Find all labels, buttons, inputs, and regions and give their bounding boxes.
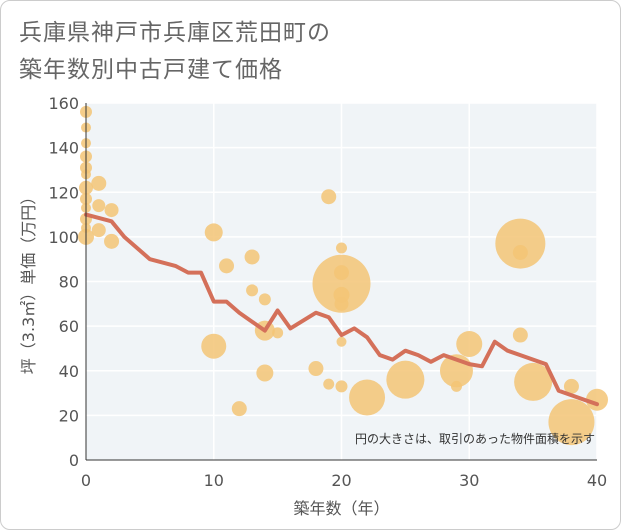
- bubbles: [78, 105, 608, 446]
- y-tick-label: 0: [69, 451, 79, 470]
- chart-title-line2: 築年数別中古戸建て価格: [19, 57, 283, 83]
- bubble-point: [219, 258, 235, 274]
- x-axis-label: 築年数（年）: [293, 499, 389, 518]
- y-tick-label: 60: [59, 317, 79, 336]
- chart-title: 兵庫県神戸市兵庫区荒田町の 築年数別中古戸建て価格: [19, 15, 331, 89]
- y-tick-label: 20: [59, 406, 79, 425]
- bubble-point: [514, 362, 553, 401]
- y-tick-label: 120: [48, 183, 79, 202]
- x-tick-label: 0: [81, 471, 91, 490]
- bubble-point: [512, 244, 528, 260]
- bubble-point: [334, 296, 349, 311]
- bubble-point: [104, 233, 120, 249]
- y-tick-label: 160: [48, 94, 79, 113]
- x-tick-label: 10: [204, 471, 224, 490]
- y-axis-label: 坪（3.3㎡）単価（万円）: [19, 189, 38, 374]
- x-tick-label: 20: [331, 471, 351, 490]
- y-tick-label: 140: [48, 139, 79, 158]
- bubble-point: [456, 330, 483, 357]
- y-tick-label: 100: [48, 228, 79, 247]
- bubble-point: [386, 360, 425, 399]
- bubble-point: [258, 293, 271, 306]
- bubble-point: [349, 379, 386, 416]
- y-tick-label: 40: [59, 362, 79, 381]
- bubble-point: [308, 361, 324, 377]
- bubble-point: [495, 218, 546, 269]
- bubble-point: [321, 189, 337, 205]
- bubble-point: [272, 327, 284, 339]
- bubble-point: [586, 388, 608, 411]
- bubble-point: [246, 284, 259, 297]
- bubble-point: [563, 378, 579, 394]
- bubble-point: [104, 203, 119, 218]
- bubble-point: [548, 399, 595, 446]
- chart-title-line1: 兵庫県神戸市兵庫区荒田町の: [19, 20, 331, 46]
- bubble-point: [335, 380, 348, 393]
- bubble-point: [312, 254, 371, 313]
- bubble-point: [91, 223, 106, 238]
- bubble-point: [201, 333, 227, 359]
- bubble-point: [204, 223, 223, 242]
- bubble-point: [91, 175, 107, 191]
- axes: 0 20 40 60 80 100 120 140 160 0 10 20 30 40: [48, 94, 607, 490]
- x-tick-label: 40: [587, 471, 607, 490]
- bubble-point: [256, 364, 274, 382]
- trend-line-series: [84, 212, 599, 407]
- x-tick-label: 30: [459, 471, 479, 490]
- bubble-point: [336, 242, 347, 254]
- bubble-point: [450, 380, 462, 392]
- size-note: 円の大きさは、取引のあった物件面積を示す: [355, 431, 595, 446]
- bubble-point: [231, 401, 247, 417]
- y-tick-label: 80: [59, 273, 79, 292]
- bubble-point: [92, 199, 106, 213]
- trend-line: [84, 212, 599, 407]
- bubble-point: [336, 336, 347, 347]
- bubble-point: [244, 249, 260, 265]
- bubble-point: [323, 378, 335, 390]
- bubble-point: [512, 327, 528, 343]
